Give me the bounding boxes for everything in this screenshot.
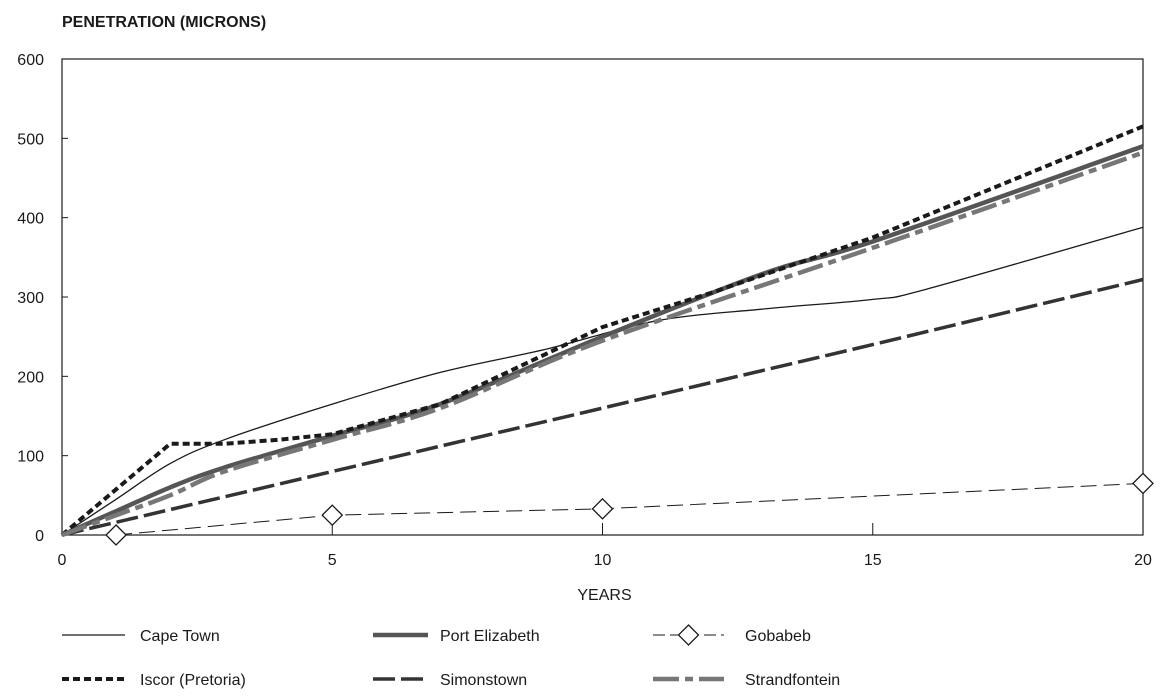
legend-label: Gobabeb	[745, 628, 811, 645]
series-strandfontein	[61, 150, 1144, 538]
x-tick-label: 10	[594, 552, 612, 569]
legend-item: Port Elizabeth	[373, 628, 540, 645]
x-tick-label: 20	[1134, 552, 1152, 569]
y-tick-label: 100	[17, 449, 44, 466]
data-point-marker	[105, 524, 127, 546]
legend-label: Port Elizabeth	[440, 628, 540, 645]
y-tick-label: 0	[35, 528, 44, 545]
series-line	[116, 482, 1144, 536]
series-line	[60, 124, 1144, 537]
data-point-marker	[321, 504, 344, 527]
y-tick-label: 300	[17, 290, 44, 307]
y-tick-label: 500	[17, 131, 44, 148]
legend-label: Iscor (Pretoria)	[140, 672, 246, 689]
legend-marker	[677, 624, 700, 646]
y-tick-label: 400	[17, 211, 44, 228]
legend-label: Strandfontein	[745, 672, 840, 689]
series-simonstown	[61, 277, 1144, 537]
y-tick-label: 200	[17, 369, 44, 386]
series-layer	[60, 124, 1154, 546]
series-line	[61, 277, 1144, 537]
y-tick-label: 600	[17, 52, 44, 69]
series-port-elizabeth	[61, 144, 1144, 538]
series-cape-town	[61, 226, 1144, 536]
plot-frame	[61, 58, 1144, 536]
series-line	[61, 150, 1144, 538]
data-point-marker	[1132, 472, 1154, 495]
x-tick-label: 15	[864, 552, 882, 569]
data-point-marker	[591, 497, 614, 520]
series-iscor-pretoria	[60, 124, 1144, 537]
series-line	[61, 226, 1144, 536]
legend-item: Simonstown	[373, 672, 527, 689]
legend: Cape Town Port Elizabeth Gobabeb Iscor (Pre…	[62, 624, 840, 689]
x-tick-label: 5	[328, 552, 337, 569]
y-axis-label: PENETRATION (MICRONS)	[62, 14, 266, 31]
legend-item: Strandfontein	[653, 672, 840, 689]
axes: PENETRATION (MICRONS)0100200300400500600…	[17, 14, 1152, 604]
x-axis-label: YEARS	[577, 587, 631, 604]
series-gobabeb	[105, 472, 1154, 546]
legend-label: Simonstown	[440, 672, 527, 689]
legend-item: Gobabeb	[653, 624, 811, 646]
series-line	[61, 144, 1144, 538]
legend-label: Cape Town	[140, 628, 220, 645]
legend-item: Cape Town	[62, 628, 220, 645]
x-tick-label: 0	[58, 552, 67, 569]
legend-item: Iscor (Pretoria)	[62, 672, 246, 689]
